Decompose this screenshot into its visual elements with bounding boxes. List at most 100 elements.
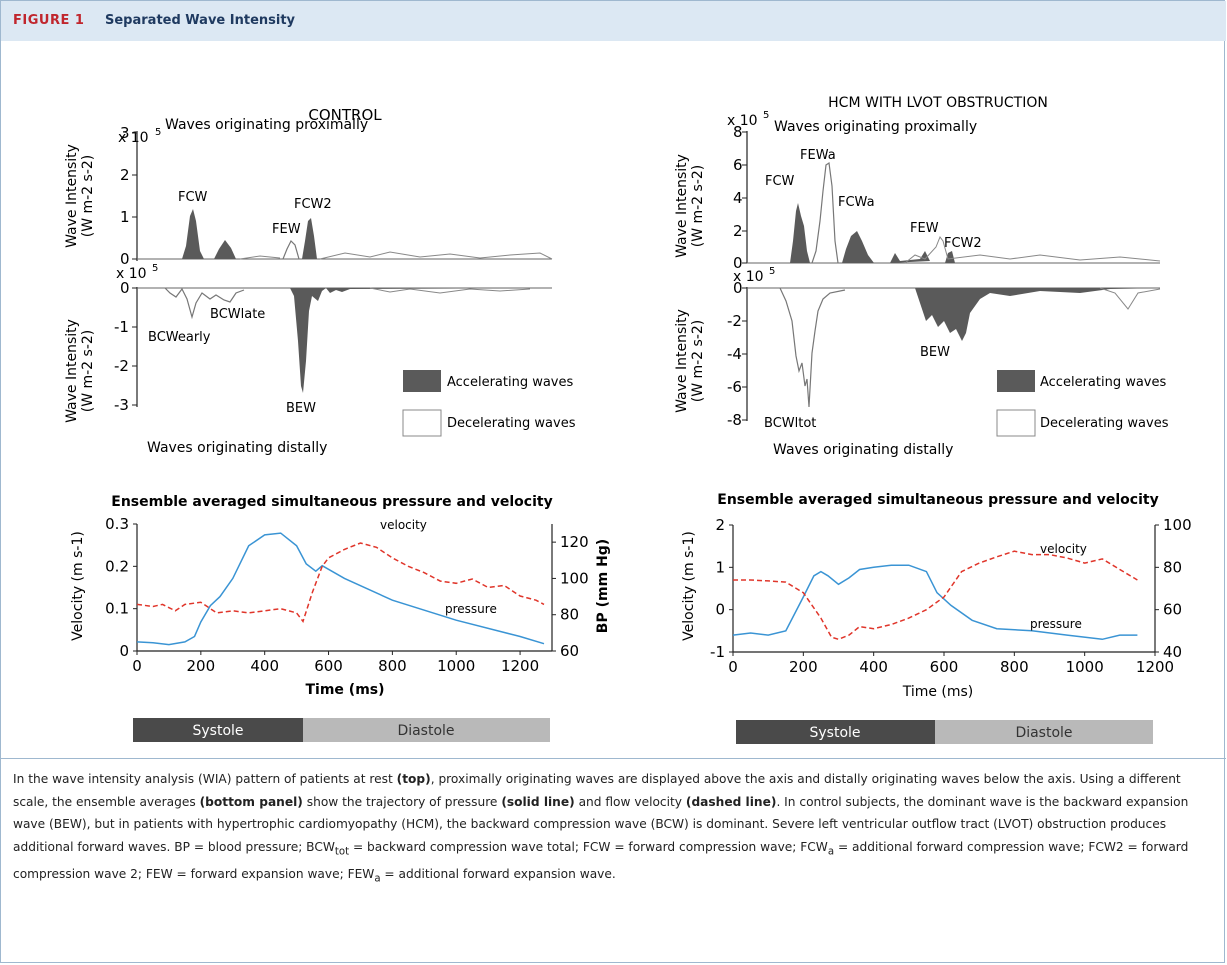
left-top-noise [239,251,553,260]
y-tick-label: 1 [715,558,725,576]
label-fcw2: FCW2 [294,197,332,212]
left-ens-ticks: 0 200 400 600 800 1000 1200 0 0.1 0.2 0.3 60 80 100 12… [105,515,589,675]
y2-tick-label: 60 [560,642,579,660]
label-right-bcwltot: BCWltot [764,416,816,431]
label-right-fewa: FEWa [800,148,836,163]
y-tick-label: -1 [710,643,725,661]
left-bottom-multiplier: x 10 [116,266,147,282]
left-ens-ylabel-text: Velocity (m s-1) [70,531,86,641]
caption-text-8: = additional forward expansion wave. [380,867,616,882]
x-tick-label: 200 [187,657,216,675]
right-fcw-wave [790,203,810,263]
right-top-noise [904,235,1161,264]
left-velocity-line [136,542,545,624]
left-fcw2-wave [302,218,317,259]
left-systole-bar [133,718,303,742]
figure-label: FIGURE 1 [13,13,85,28]
right-bcwltot-wave [779,287,846,408]
left-bottom-noise [369,287,531,294]
right-ytick-4: 4 [733,189,743,207]
left-ytick-b2: -2 [114,357,129,375]
caption-text-2: , proximally originating waves are displ… [13,772,1181,809]
left-bottom-ylabel-line2: (W m-2 s-2) [80,330,96,413]
left-ens-ylabel: Velocity (m s-1) [70,531,86,641]
right-bew-wave [915,288,1160,341]
left-fcw-late-wave [214,240,236,259]
right-bottom-exponent: 5 [769,266,775,277]
left-top-ylabel: Wave Intensity (W m-2 s-2) [64,144,96,248]
right-ens-ylabel-text: Velocity (m s-1) [681,531,697,641]
right-pressure-label: pressure [1030,617,1082,631]
y2-tick-label: 80 [1163,558,1182,576]
x-tick-label: 0 [132,657,142,675]
left-ytick-3: 3 [120,124,130,142]
right-panel-title: HCM WITH LVOT OBSTRUCTION [828,95,1048,111]
label-right-fcwa: FCWa [838,195,875,210]
label-fcw: FCW [178,190,208,205]
right-top-multiplier: x 10 [727,113,758,129]
right-ensemble-panel: Ensemble averaged simultaneous pressure … [681,492,1192,744]
right-bottom-noise [1099,287,1161,310]
legend-accel-label: Accelerating waves [447,375,574,390]
right-ens-ylabel: Velocity (m s-1) [681,531,697,641]
caption-text-4: and flow velocity [574,794,686,809]
caption-sub-tot: tot [334,845,350,857]
right-fewa-wave [811,161,839,264]
right-diastole-label: Diastole [1015,725,1072,741]
figure-caption: In the wave intensity analysis (WIA) pat… [13,768,1208,891]
caption-divider [1,758,1226,759]
left-bew-wave [290,288,326,393]
right-top-exponent: 5 [763,110,769,121]
legend-decel-label: Decelerating waves [447,416,576,431]
right-top-ylabel: Wave Intensity (W m-2 s-2) [674,154,706,258]
left-bottom-exponent: 5 [152,263,158,274]
left-ens-y2label-text: BP (mm Hg) [595,539,611,633]
left-ens-xlabel: Time (ms) [305,682,384,698]
left-top-exponent: 5 [155,127,161,138]
x-tick-label: 800 [378,657,407,675]
y2-tick-label: 120 [560,533,589,551]
x-tick-label: 1200 [1136,658,1174,676]
right-legend-decel-swatch [996,409,1036,437]
right-ytick-6: 6 [733,156,743,174]
left-velocity-label: velocity [380,518,427,532]
caption-text-6: = backward compression wave total; FCW =… [349,839,828,854]
left-ytick-0: 0 [120,250,130,268]
x-tick-label: 600 [930,658,959,676]
x-tick-label: 800 [1000,658,1029,676]
left-top-ylabel-line1: Wave Intensity [64,144,80,248]
x-tick-label: 400 [250,657,279,675]
legend-accel-swatch [403,370,441,392]
right-velocity-label: velocity [1040,542,1087,556]
left-ensemble-title: Ensemble averaged simultaneous pressure … [111,494,552,510]
left-wave-panel: CONTROL x 10 5 Waves originating proxima… [64,106,576,456]
caption-text-5: . In control subjects, the dominant wave… [13,794,1189,854]
caption-bold-dashed: (dashed line) [685,794,777,809]
right-top-ylabel-line1: Wave Intensity [674,154,690,258]
left-ytick-b3: -3 [114,396,129,414]
left-fcw-wave [182,209,204,259]
x-tick-label: 1000 [437,657,475,675]
left-bottom-note: Waves originating distally [147,440,327,456]
y-tick-label: 2 [715,516,725,534]
right-diastole-bar [935,720,1153,744]
right-fcw2-wave [945,251,955,263]
right-ens-xlabel: Time (ms) [902,684,974,700]
y-tick-label: 0 [119,642,129,660]
caption-bold-solid: (solid line) [501,794,575,809]
right-ytick-0: 0 [733,254,743,272]
label-few: FEW [272,222,301,237]
right-few-wave [890,251,930,263]
y2-tick-label: 100 [1163,516,1192,534]
right-pressure-line [732,564,1138,641]
label-right-bew: BEW [920,345,950,360]
left-ens-y2label: BP (mm Hg) [595,539,611,633]
right-legend-decel-label: Decelerating waves [1040,416,1169,431]
y-tick-label: 0 [715,601,725,619]
x-tick-label: 200 [789,658,818,676]
right-systole-label: Systole [809,725,860,741]
right-top-yticks: 8 6 4 2 0 [733,123,747,272]
right-ytick-8: 8 [733,123,743,141]
